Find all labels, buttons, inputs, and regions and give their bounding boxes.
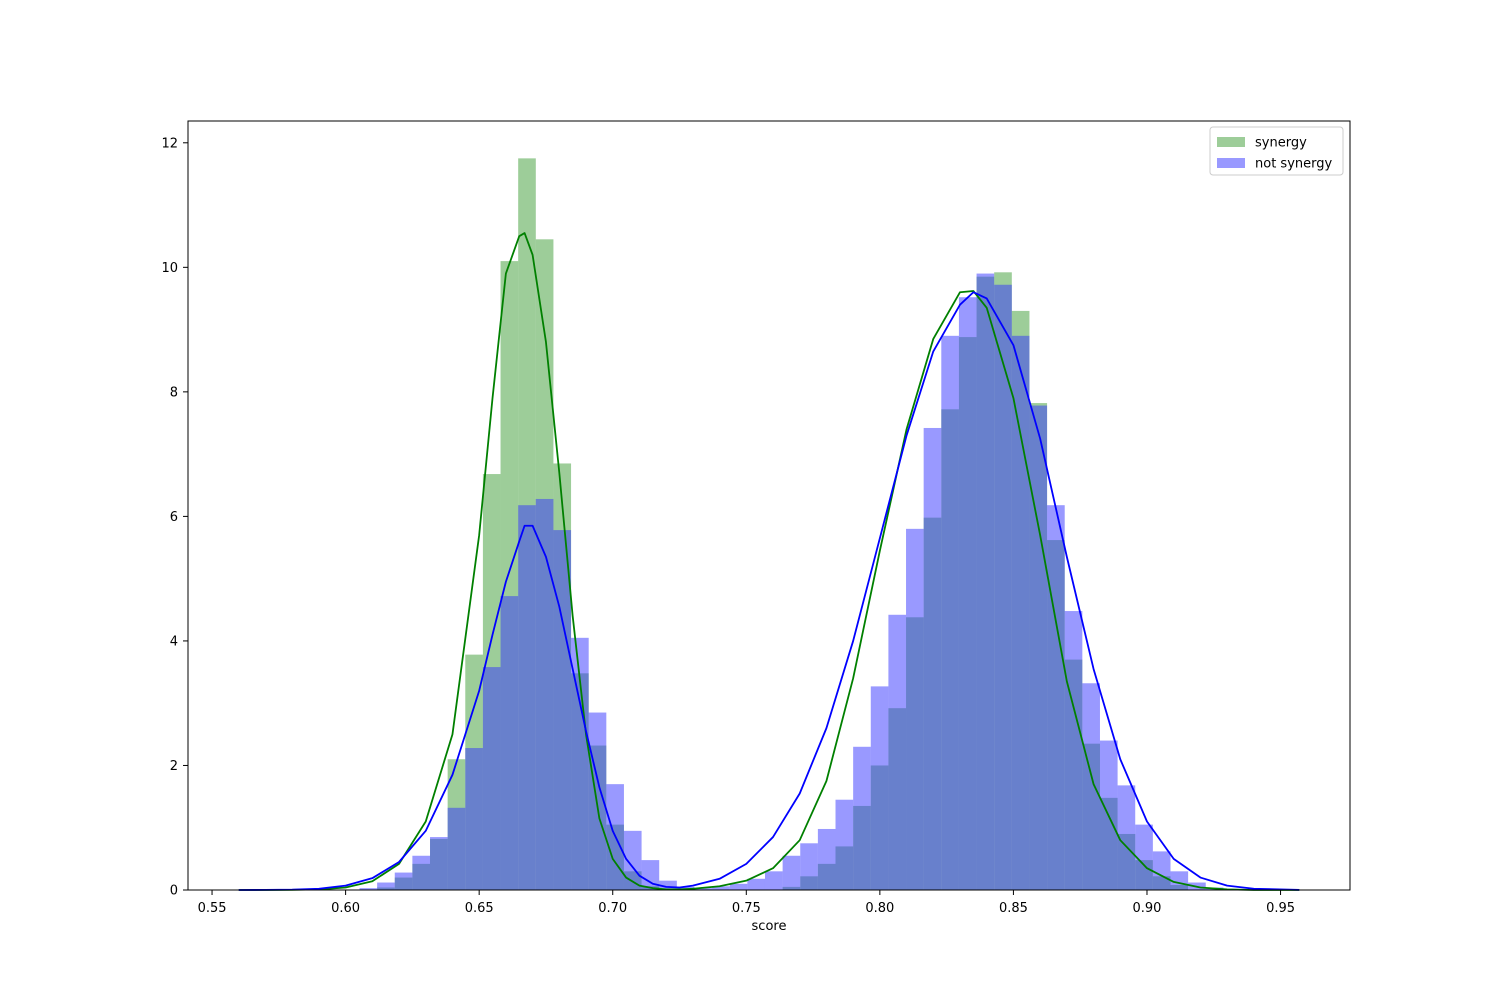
- histogram-bar-not-synergy: [1029, 405, 1048, 890]
- legend-swatch-not-synergy: [1217, 158, 1245, 168]
- x-axis-title: score: [752, 919, 787, 934]
- histogram-bar-not-synergy: [447, 807, 466, 890]
- histogram-bar-not-synergy: [958, 297, 977, 890]
- histogram-bar-not-synergy: [1135, 824, 1153, 890]
- x-tick-label: 0.80: [865, 901, 894, 916]
- histogram-bar-not-synergy: [817, 828, 836, 890]
- histogram-bar-not-synergy: [976, 273, 995, 890]
- histogram-bar-not-synergy: [482, 667, 501, 890]
- histogram-bar-not-synergy: [853, 746, 871, 890]
- density-curve-not-synergy: [238, 291, 1300, 891]
- density-curves: [238, 232, 1300, 891]
- histogram-bar-not-synergy: [465, 748, 483, 890]
- histogram-bar-not-synergy: [1082, 683, 1100, 890]
- histogram-bar-not-synergy: [923, 427, 942, 890]
- histogram-bar-not-synergy: [747, 878, 765, 890]
- histogram-bar-not-synergy: [1117, 785, 1136, 890]
- density-curve-synergy: [238, 232, 1300, 891]
- x-tick-label: 0.65: [465, 901, 494, 916]
- histogram-bar-not-synergy: [641, 860, 660, 890]
- y-tick-label: 8: [170, 385, 178, 400]
- y-tick-label: 10: [161, 261, 178, 276]
- x-tick-label: 0.60: [331, 901, 360, 916]
- x-tick-label: 0.70: [598, 901, 627, 916]
- y-tick-label: 2: [170, 759, 178, 774]
- histogram-bar-not-synergy: [800, 843, 818, 890]
- x-tick-label: 0.75: [732, 901, 761, 916]
- x-tick-label: 0.90: [1133, 901, 1162, 916]
- histogram-bar-not-synergy: [870, 686, 889, 890]
- histogram-bar-not-synergy: [571, 637, 589, 890]
- histogram-bar-not-synergy: [553, 530, 572, 890]
- histogram-bar-not-synergy: [764, 871, 783, 890]
- histogram-bar-not-synergy: [835, 799, 854, 890]
- x-tick-label: 0.85: [999, 901, 1028, 916]
- histogram-bar-not-synergy: [729, 883, 748, 890]
- histogram-bar-not-synergy: [694, 888, 713, 890]
- histogram-bar-not-synergy: [430, 837, 448, 890]
- histogram-bar-not-synergy: [394, 872, 413, 890]
- y-tick-label: 4: [170, 634, 178, 649]
- histogram-bar-not-synergy: [1047, 505, 1065, 890]
- histogram-bar-not-synergy: [659, 880, 677, 890]
- y-tick-label: 12: [161, 136, 178, 151]
- plot-frame: [187, 120, 1351, 891]
- legend: synergy not synergy: [1209, 126, 1344, 176]
- histogram-bar-not-synergy: [1011, 335, 1030, 890]
- histogram-bar-not-synergy: [1170, 871, 1189, 890]
- histogram-bar-not-synergy: [359, 888, 378, 890]
- legend-label-synergy: synergy: [1255, 136, 1307, 151]
- histogram-bars: [359, 158, 1224, 891]
- histogram-bar-not-synergy: [1152, 851, 1171, 890]
- histogram-bar-not-synergy: [500, 596, 519, 890]
- y-tick-label: 0: [170, 884, 178, 899]
- histogram-bar-not-synergy: [377, 882, 395, 890]
- histogram-bar-not-synergy: [1064, 611, 1083, 890]
- histogram-bar-not-synergy: [941, 335, 959, 890]
- legend-label-not-synergy: not synergy: [1255, 157, 1332, 172]
- histogram-bar-not-synergy: [623, 830, 642, 890]
- y-tick-label: 6: [170, 510, 178, 525]
- x-tick-label: 0.55: [198, 901, 227, 916]
- histogram-bar-not-synergy: [994, 284, 1012, 890]
- legend-swatch-synergy: [1217, 137, 1245, 147]
- x-tick-label: 0.95: [1266, 901, 1295, 916]
- histogram-bar-not-synergy: [888, 614, 907, 890]
- histogram-bar-not-synergy: [518, 505, 536, 890]
- histogram-bar-not-synergy: [412, 855, 431, 890]
- histogram-bar-not-synergy: [535, 498, 554, 890]
- histogram-bar-not-synergy: [782, 855, 801, 890]
- histogram-bar-not-synergy: [712, 886, 730, 890]
- x-axis: 0.55 0.60 0.65 0.70 0.75 0.80 0.85 0.90 0.95: [198, 890, 1295, 916]
- histogram-bar-not-synergy: [906, 528, 924, 890]
- y-axis: 0 2 4 6 8 10 12: [161, 136, 188, 899]
